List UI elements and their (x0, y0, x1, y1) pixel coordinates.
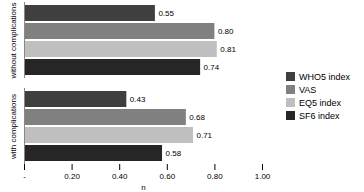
html-text:EQ5 index: EQ5 index (299, 97, 341, 108)
svg-text:without complications: without complications (9, 2, 18, 79)
svg-text:0.58: 0.58 (166, 149, 182, 158)
svg-text:-: - (23, 172, 26, 181)
svg-text:1.00: 1.00 (255, 172, 271, 181)
svg-text:0.68: 0.68 (189, 113, 205, 122)
html-text:SF6 index: SF6 index (299, 110, 340, 121)
svg-text:0.81: 0.81 (220, 45, 236, 54)
svg-text:0.55: 0.55 (158, 9, 174, 18)
svg-text:0.20: 0.20 (64, 172, 80, 181)
svg-text:0.80: 0.80 (207, 172, 223, 181)
svg-text:with complications: with complications (9, 94, 18, 160)
svg-text:0.43: 0.43 (130, 95, 146, 104)
html-text:VAS: VAS (299, 84, 317, 95)
html-text:WHO5 index: WHO5 index (299, 71, 350, 82)
svg-text:0.40: 0.40 (112, 172, 128, 181)
svg-text:n: n (141, 183, 145, 192)
svg-text:0.74: 0.74 (204, 63, 220, 72)
svg-text:0.60: 0.60 (160, 172, 176, 181)
svg-text:0.80: 0.80 (218, 27, 234, 36)
svg-text:0.71: 0.71 (196, 131, 212, 140)
